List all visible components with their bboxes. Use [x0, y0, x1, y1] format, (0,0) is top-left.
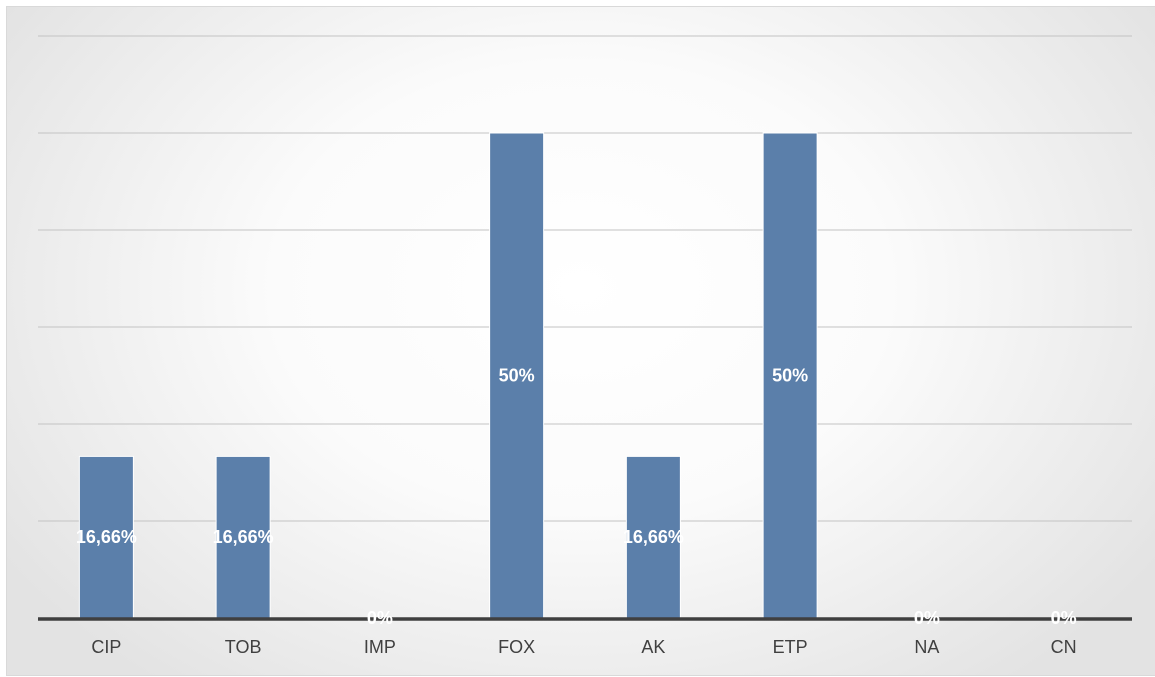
data-label-ak: 16,66%: [623, 527, 684, 547]
x-tick-label-tob: TOB: [225, 637, 262, 657]
x-tick-label-cip: CIP: [91, 637, 121, 657]
bar-chart: 16,66% 16,66% 0% 50% 16,66% 50% 0% 0% CIP TOB IMP…: [38, 35, 1132, 657]
data-label-na: 0%: [914, 608, 940, 628]
x-tick-label-fox: FOX: [498, 637, 535, 657]
bar-fox: [489, 132, 545, 619]
data-labels: 16,66% 16,66% 0% 50% 16,66% 50% 0% 0%: [76, 366, 1077, 629]
gridlines: [38, 35, 1132, 522]
data-label-cip: 16,66%: [76, 527, 137, 547]
x-tick-label-cn: CN: [1051, 637, 1077, 657]
data-label-etp: 50%: [772, 366, 808, 386]
x-tick-label-na: NA: [914, 637, 939, 657]
x-tick-labels: CIP TOB IMP FOX AK ETP NA CN: [91, 637, 1076, 657]
chart-frame: 16,66% 16,66% 0% 50% 16,66% 50% 0% 0% CIP TOB IMP…: [6, 6, 1155, 676]
bar-ak: [625, 455, 681, 619]
data-label-imp: 0%: [367, 608, 393, 628]
x-tick-label-imp: IMP: [364, 637, 396, 657]
data-label-fox: 50%: [499, 366, 535, 386]
data-label-cn: 0%: [1051, 608, 1077, 628]
x-tick-label-etp: ETP: [773, 637, 808, 657]
bars: [78, 132, 818, 619]
x-tick-label-ak: AK: [641, 637, 665, 657]
data-label-tob: 16,66%: [213, 527, 274, 547]
bar-tob: [215, 455, 271, 619]
bar-etp: [762, 132, 818, 619]
